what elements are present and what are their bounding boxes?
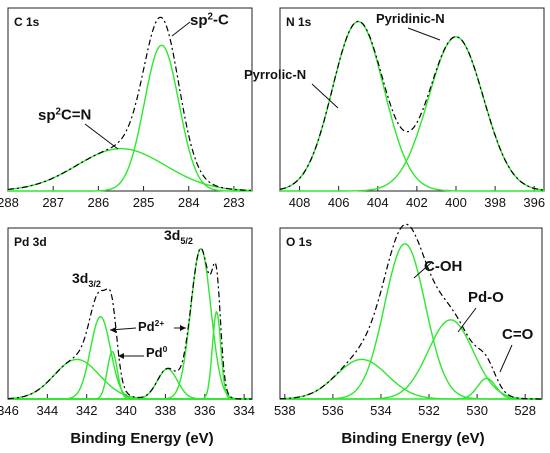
x-tick-label: 406 <box>328 195 350 210</box>
component-peak <box>8 350 252 400</box>
component-peak <box>279 20 544 192</box>
x-tick-label: 532 <box>418 403 440 418</box>
annotation-sp2c: sp2-C <box>190 11 229 29</box>
annotation-co: C=O <box>502 326 534 343</box>
arrowhead <box>110 327 116 333</box>
annotation-pyrrolic: Pyrrolic-N <box>244 67 306 82</box>
x-tick-label: 528 <box>514 403 536 418</box>
envelope-curve <box>279 20 545 191</box>
component-peak <box>8 310 252 400</box>
component-peak <box>8 247 252 400</box>
x-tick-label: 534 <box>370 403 392 418</box>
plot-frame <box>279 227 543 400</box>
arrow <box>457 307 477 333</box>
x-tick-label: 283 <box>223 195 245 210</box>
x-tick-label: 336 <box>194 403 216 418</box>
x-tick-label: 338 <box>155 403 177 418</box>
plot-frame <box>279 7 545 192</box>
x-tick-label: 530 <box>466 403 488 418</box>
panel-c1s: 288 287 286 285 284 283 C 1s sp2C=N sp2-C <box>0 7 253 210</box>
panel-pd3d: 346 344 342 340 338 336 334 Pd 3d 3d3/2 3d5/2 Pd2+… <box>0 227 255 418</box>
x-tick-label: 536 <box>322 403 344 418</box>
x-tick-label: 344 <box>37 403 59 418</box>
x-tick-label: 285 <box>133 195 155 210</box>
x-tick-label: 334 <box>233 403 255 418</box>
component-peak <box>8 44 252 192</box>
arrowhead <box>180 325 186 331</box>
x-tick-label: 340 <box>115 403 137 418</box>
x-axis-label-right: Binding Energy (eV) <box>341 430 484 447</box>
annotation-3d52: 3d5/2 <box>164 227 193 246</box>
panel-title: N 1s <box>286 15 312 29</box>
x-tick-label: 342 <box>76 403 98 418</box>
arrow <box>413 261 433 279</box>
x-tick-label: 538 <box>274 403 296 418</box>
x-tick-label: 346 <box>0 403 19 418</box>
x-tick-label: 404 <box>367 195 389 210</box>
annotation-pyridinic: Pyridinic-N <box>376 11 445 26</box>
panel-o1s: 538 536 534 532 530 528 O 1s C-OH Pd-O C=O <box>274 223 543 418</box>
annotation-pdo: Pd-O <box>468 289 504 306</box>
x-tick-label: 408 <box>289 195 311 210</box>
x-tick-label: 402 <box>406 195 428 210</box>
component-peak <box>280 36 545 192</box>
panel-n1s: 408 406 404 402 400 398 396 N 1s Pyrrolic-N Pyrid… <box>244 7 545 210</box>
panel-title: C 1s <box>14 15 40 29</box>
annotation-sp2cn: sp2C=N <box>38 106 91 124</box>
x-tick-label: 398 <box>484 195 506 210</box>
x-tick-label: 288 <box>0 195 19 210</box>
component-peak <box>280 377 542 400</box>
arrow <box>84 123 119 150</box>
x-tick-label: 287 <box>42 195 64 210</box>
arrowhead <box>118 353 124 359</box>
x-tick-label: 284 <box>178 195 200 210</box>
x-tick-label: 286 <box>88 195 110 210</box>
x-tick-label: 400 <box>445 195 467 210</box>
component-peak <box>280 243 542 400</box>
plot-frame <box>7 7 253 192</box>
component-peak <box>8 315 252 400</box>
component-peak <box>7 147 252 192</box>
arrow <box>499 344 513 373</box>
arrow <box>311 83 339 109</box>
envelope-curve <box>8 247 252 400</box>
panel-title: Pd 3d <box>14 235 47 249</box>
x-tick-label: 396 <box>523 195 545 210</box>
annotation-3d32: 3d3/2 <box>72 270 101 289</box>
envelope-curve <box>279 223 542 400</box>
annotation-coh: C-OH <box>424 258 462 275</box>
panel-title: O 1s <box>286 235 312 249</box>
x-axis-label-left: Binding Energy (eV) <box>70 430 213 447</box>
component-peak <box>8 358 252 400</box>
annotation-pd2plus: Pd2+ <box>138 318 164 334</box>
annotation-pd0: Pd0 <box>146 344 168 360</box>
envelope-curve <box>7 16 252 192</box>
arrow <box>171 21 191 37</box>
arrow <box>407 27 441 41</box>
